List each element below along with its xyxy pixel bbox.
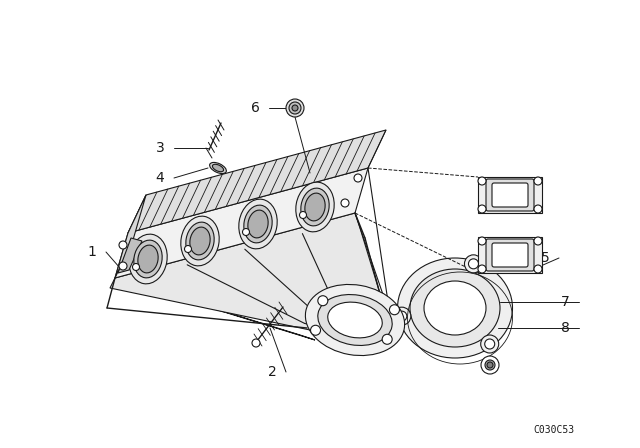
- Circle shape: [487, 362, 493, 368]
- Text: 5: 5: [541, 251, 549, 265]
- FancyBboxPatch shape: [492, 183, 528, 207]
- Ellipse shape: [248, 210, 268, 238]
- Circle shape: [382, 334, 392, 344]
- Text: 1: 1: [88, 245, 97, 259]
- Circle shape: [300, 211, 307, 219]
- FancyBboxPatch shape: [486, 179, 534, 211]
- Circle shape: [397, 311, 407, 321]
- Polygon shape: [115, 278, 315, 340]
- Polygon shape: [115, 168, 368, 278]
- Circle shape: [468, 259, 479, 269]
- FancyBboxPatch shape: [486, 239, 534, 271]
- Text: 8: 8: [561, 321, 570, 335]
- Ellipse shape: [239, 199, 277, 249]
- Ellipse shape: [190, 227, 210, 255]
- FancyBboxPatch shape: [492, 243, 528, 267]
- Text: 4: 4: [156, 171, 164, 185]
- Circle shape: [341, 199, 349, 207]
- Ellipse shape: [305, 193, 325, 221]
- Circle shape: [534, 265, 542, 273]
- Circle shape: [184, 246, 191, 253]
- Text: C030C53: C030C53: [534, 425, 575, 435]
- Circle shape: [310, 325, 321, 335]
- Ellipse shape: [301, 188, 329, 226]
- Ellipse shape: [134, 240, 162, 278]
- Circle shape: [252, 339, 260, 347]
- Circle shape: [243, 228, 250, 236]
- Circle shape: [534, 205, 542, 213]
- Circle shape: [478, 205, 486, 213]
- Circle shape: [132, 263, 140, 271]
- Polygon shape: [118, 238, 142, 273]
- Circle shape: [286, 99, 304, 117]
- Ellipse shape: [424, 281, 486, 335]
- Ellipse shape: [318, 294, 392, 345]
- Circle shape: [481, 335, 499, 353]
- Text: 7: 7: [561, 295, 570, 309]
- Polygon shape: [478, 237, 542, 273]
- Circle shape: [478, 177, 486, 185]
- Ellipse shape: [296, 182, 334, 232]
- Circle shape: [478, 237, 486, 245]
- Ellipse shape: [186, 222, 214, 260]
- Polygon shape: [128, 130, 386, 233]
- Circle shape: [292, 105, 298, 111]
- Text: 6: 6: [251, 101, 259, 115]
- Ellipse shape: [328, 302, 382, 338]
- Circle shape: [119, 241, 127, 249]
- Circle shape: [534, 237, 542, 245]
- Circle shape: [390, 305, 399, 315]
- Polygon shape: [478, 177, 542, 213]
- Circle shape: [289, 102, 301, 114]
- Circle shape: [484, 339, 495, 349]
- Ellipse shape: [397, 258, 513, 358]
- Circle shape: [478, 265, 486, 273]
- Circle shape: [465, 255, 483, 273]
- Ellipse shape: [210, 163, 227, 173]
- Polygon shape: [115, 195, 146, 278]
- Circle shape: [534, 177, 542, 185]
- Text: 3: 3: [156, 141, 164, 155]
- Circle shape: [318, 296, 328, 306]
- Ellipse shape: [180, 216, 220, 266]
- Ellipse shape: [244, 205, 272, 243]
- Circle shape: [481, 356, 499, 374]
- Ellipse shape: [410, 269, 500, 347]
- Ellipse shape: [129, 234, 167, 284]
- Circle shape: [485, 360, 495, 370]
- Ellipse shape: [138, 245, 158, 273]
- Text: 2: 2: [268, 365, 276, 379]
- Ellipse shape: [212, 164, 223, 172]
- Ellipse shape: [305, 284, 404, 356]
- Polygon shape: [110, 213, 390, 350]
- Circle shape: [354, 174, 362, 182]
- Circle shape: [393, 307, 411, 325]
- Circle shape: [119, 262, 127, 270]
